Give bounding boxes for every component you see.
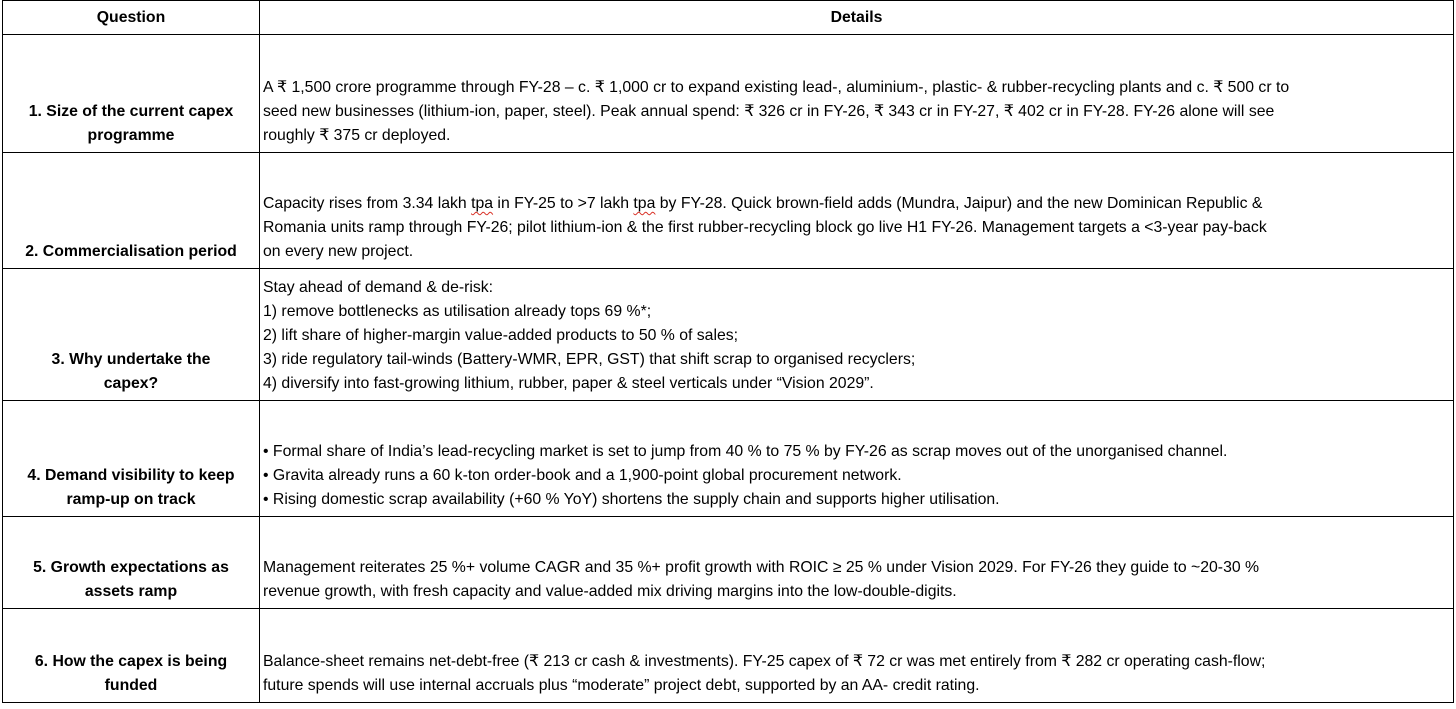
table-row: 3. Why undertake the capex? Stay ahead o… [2,268,1454,401]
detail-line: • Rising domestic scrap availability (+6… [263,491,1000,508]
detail-text: in FY-25 to >7 lakh [493,195,634,212]
question-line: funded [104,677,158,694]
question-line: 3. Why undertake the [51,351,211,368]
details-cell: A ₹ 1,500 crore programme through FY-28 … [259,34,1454,153]
header-details: Details [259,0,1454,35]
detail-line: Management reiterates 25 %+ volume CAGR … [263,559,1260,576]
detail-line: revenue growth, with fresh capacity and … [263,583,957,600]
detail-line: 4) diversify into fast-growing lithium, … [263,375,874,392]
question-cell: 4. Demand visibility to keep ramp-up on … [2,400,260,517]
detail-text: Capacity rises from 3.34 lakh [263,195,472,212]
question-line: ramp-up on track [66,491,196,508]
detail-text: by FY-28. Quick brown-field adds (Mundra… [655,195,1263,212]
question-line: 5. Growth expectations as [33,559,229,576]
detail-line: on every new project. [263,243,414,260]
table-row: 1. Size of the current capex programme A… [2,34,1454,153]
detail-line: A ₹ 1,500 crore programme through FY-28 … [263,79,1290,96]
table-row: 5. Growth expectations as assets ramp Ma… [2,516,1454,609]
question-line: programme [87,127,175,144]
spellcheck-word[interactable]: tpa [633,195,656,212]
detail-line: future spends will use internal accruals… [263,677,980,694]
question-line: assets ramp [84,583,178,600]
question-line: 6. How the capex is being [34,653,228,670]
question-line: 1. Size of the current capex [28,103,234,120]
question-line: 4. Demand visibility to keep [27,467,235,484]
details-cell: • Formal share of India’s lead-recycling… [259,400,1454,517]
detail-line: Romania units ramp through FY-26; pilot … [263,219,1267,236]
question-line: 2. Commercialisation period [25,243,237,260]
question-cell: 5. Growth expectations as assets ramp [2,516,260,609]
detail-line: Stay ahead of demand & de-risk: [263,279,494,296]
question-cell: 6. How the capex is being funded [2,608,260,703]
details-cell: Stay ahead of demand & de-risk: 1) remov… [259,268,1454,401]
table-row: 4. Demand visibility to keep ramp-up on … [2,400,1454,517]
details-cell: Management reiterates 25 %+ volume CAGR … [259,516,1454,609]
header-row: Question Details [2,0,1454,35]
detail-line: Balance-sheet remains net-debt-free (₹ 2… [263,653,1266,670]
detail-line: Capacity rises from 3.34 lakh tpa in FY-… [263,192,1449,216]
detail-line: • Gravita already runs a 60 k-ton order-… [263,467,902,484]
detail-line: 1) remove bottlenecks as utilisation alr… [263,303,652,320]
detail-line: roughly ₹ 375 cr deployed. [263,127,451,144]
table-row: 6. How the capex is being funded Balance… [2,608,1454,703]
detail-line: 2) lift share of higher-margin value-add… [263,327,739,344]
detail-line: • Formal share of India’s lead-recycling… [263,443,1228,460]
spellcheck-word[interactable]: tpa [471,195,494,212]
detail-line: seed new businesses (lithium-ion, paper,… [263,103,1275,120]
details-cell: Balance-sheet remains net-debt-free (₹ 2… [259,608,1454,703]
header-question: Question [2,0,260,35]
question-line: capex? [103,375,159,392]
detail-line: 3) ride regulatory tail-winds (Battery-W… [263,351,916,368]
question-cell: 1. Size of the current capex programme [2,34,260,153]
question-cell: 3. Why undertake the capex? [2,268,260,401]
table-row: 2. Commercialisation period Capacity ris… [2,152,1454,269]
question-cell: 2. Commercialisation period [2,152,260,269]
details-cell: Capacity rises from 3.34 lakh tpa in FY-… [259,152,1454,269]
